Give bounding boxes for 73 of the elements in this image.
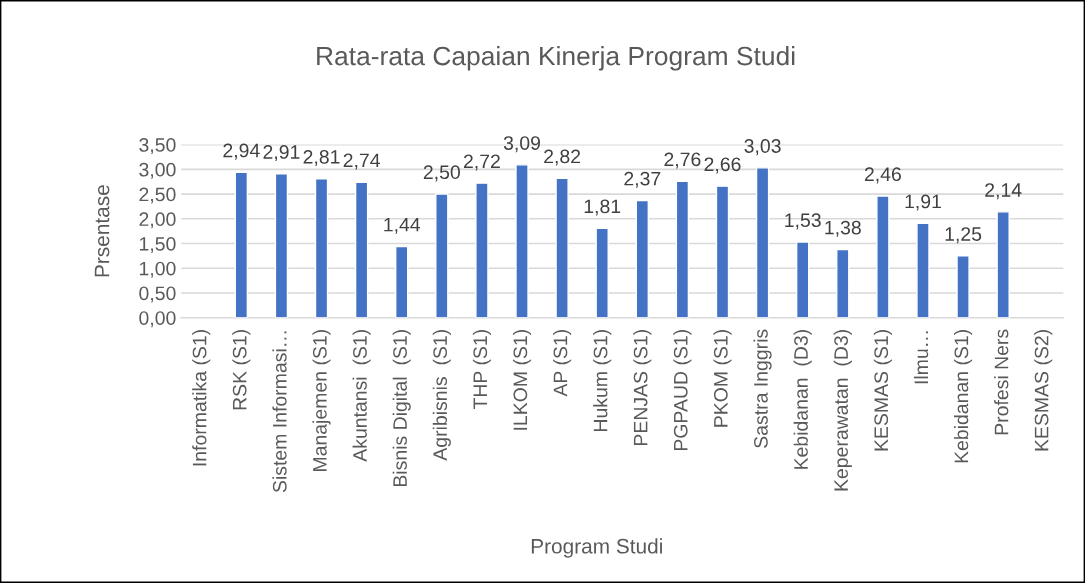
data-label: 3,09 [503,136,541,153]
x-tick-label: Profesi Ners [994,329,1009,435]
x-tick-label: KESMAS (S1) [873,330,892,451]
y-tick-label: 3,00 [139,162,176,179]
y-tick-label: 1,00 [139,261,176,278]
x-tick-label: Keperawatan (D3) [833,330,852,491]
bar [435,193,449,318]
y-tick-label: 0,00 [139,311,176,328]
x-tick-label: Ilmu… [913,331,929,384]
data-label: 1,91 [905,194,941,211]
x-tick-label: PKOM (S1) [713,330,732,427]
x-tick-label: Bisnis Digital (S1) [392,330,411,487]
x-tick-label: PGPAUD (S1) [673,330,692,451]
y-axis-title: Prsentase [94,185,110,277]
y-tick-label: 0,50 [139,286,176,303]
bar [916,222,930,318]
bar [515,164,529,318]
y-tick-label: 3,50 [139,138,176,155]
x-tick-label: THP (S1) [472,330,491,410]
bar [876,195,890,318]
y-tick-label: 2,50 [139,187,176,204]
data-label: 2,74 [343,153,380,170]
bar [234,171,249,318]
x-tick-label: Agribisnis (S1) [432,330,451,461]
bar [635,199,650,318]
bar [836,248,850,318]
x-tick-label: Akuntansi (S1) [352,330,371,462]
data-label: 1,38 [825,220,861,237]
bar [475,182,489,318]
bar [675,180,690,318]
bar [795,241,810,318]
data-label: 2,46 [864,167,901,184]
data-label: 2,37 [624,171,661,188]
data-label: 2,94 [223,143,260,160]
data-label: 2,81 [303,150,340,167]
bar [354,181,369,318]
x-tick-label: Hukum (S1) [593,330,612,431]
y-tick-label: 1,50 [139,237,176,254]
data-label: 1,53 [785,213,821,230]
bar [996,211,1010,318]
x-tick-label: Manajemen (S1) [312,330,331,471]
bar [274,173,289,318]
data-label: 1,81 [584,199,621,216]
bar [715,185,730,318]
data-label: 2,50 [423,165,460,182]
x-tick-label: AP (S1) [553,330,572,397]
data-label: 2,91 [263,145,300,162]
data-label: 2,76 [664,152,701,169]
x-tick-label: RSK (S1) [232,330,251,410]
bar [755,167,770,318]
x-tick-label: Kebidanan (D3) [793,330,812,469]
x-tick-label: ILKOM (S1) [512,330,532,430]
data-label: 2,66 [704,157,741,174]
x-tick-label: Sastra Inggris [753,329,772,448]
bar [956,255,970,318]
data-label: 1,25 [945,227,982,244]
bar [395,245,409,318]
chart-title: Rata-rata Capaian Kinerja Program Studi [317,46,795,71]
x-tick-label: Informatika (S1) [192,330,211,466]
data-label: 3,03 [744,139,781,156]
data-label: 2,82 [544,149,581,166]
data-label: 2,14 [985,183,1022,200]
bar [314,178,329,318]
y-tick-label: 2,00 [139,212,176,229]
bar [595,227,609,318]
data-label: 1,44 [384,217,421,234]
bar [555,177,569,318]
x-tick-label: Kebidanan (S1) [954,330,973,463]
x-tick-label: PENJAS (S1) [633,330,652,446]
x-axis-title: Program Studi [531,538,662,558]
x-tick-label: KESMAS (S2) [1034,330,1053,451]
data-label: 2,72 [463,154,500,171]
x-tick-label: Sistem Informasi… [272,331,287,493]
